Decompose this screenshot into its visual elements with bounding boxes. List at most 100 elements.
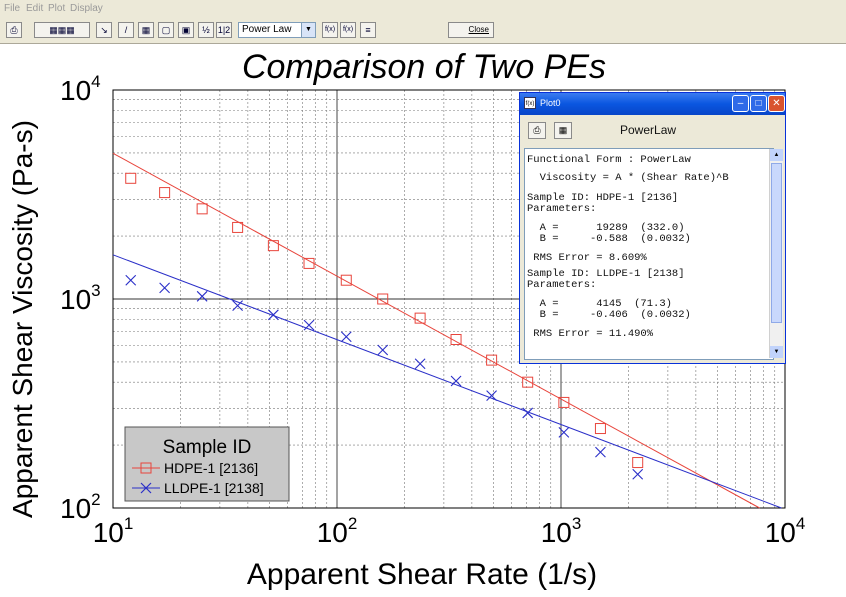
- y-tick-exponent: 3: [91, 281, 100, 300]
- list-icon[interactable]: ≡: [360, 22, 376, 38]
- data-point-lldpe: [450, 375, 462, 387]
- menu-edit[interactable]: Edit: [26, 3, 44, 14]
- result-line: Parameters:: [527, 203, 597, 215]
- result-line: Functional Form : PowerLaw: [527, 154, 691, 166]
- y-tick-label: 102: [60, 490, 101, 524]
- close-button[interactable]: Close: [448, 22, 494, 38]
- data-point-lldpe: [414, 358, 426, 370]
- fit-line-lldpe: [112, 254, 782, 509]
- line-tool-icon[interactable]: /: [118, 22, 134, 38]
- maximize-button[interactable]: □: [750, 95, 767, 112]
- curve-tool-icon[interactable]: ↘: [96, 22, 112, 38]
- data-point-lldpe: [340, 331, 352, 343]
- data-point-lldpe: [125, 274, 137, 286]
- data-point-hdpe: [594, 423, 606, 435]
- data-point-lldpe: [558, 427, 570, 438]
- fx-button[interactable]: f(x): [322, 22, 338, 38]
- popup-model-name: PowerLaw: [620, 123, 677, 137]
- x-tick-exponent: 2: [348, 514, 357, 533]
- x-tick-base: 10: [93, 517, 124, 548]
- print-icon[interactable]: ⎙: [6, 22, 22, 38]
- zoom-in-icon[interactable]: ▢: [158, 22, 174, 38]
- data-point-lldpe: [377, 344, 389, 356]
- x-tick-label: 103: [541, 514, 582, 548]
- legend-label-hdpe: HDPE-1 [2136]: [164, 460, 258, 476]
- popup-export-icon[interactable]: ▦: [554, 122, 572, 139]
- results-scrollbar[interactable]: ▲ ▼: [769, 149, 783, 358]
- data-point-lldpe: [522, 407, 534, 419]
- x-tick-exponent: 4: [796, 514, 805, 533]
- zoom-out-icon[interactable]: ▣: [178, 22, 194, 38]
- legend-marker-lldpe: [140, 482, 152, 494]
- legend-marker-hdpe: [140, 462, 152, 474]
- y-tick-exponent: 2: [91, 490, 100, 509]
- legend-label-lldpe: LLDPE-1 [2138]: [164, 480, 264, 496]
- data-point-lldpe: [196, 290, 208, 302]
- popup-title: Plot0: [540, 98, 561, 108]
- x-tick-exponent: 3: [572, 514, 581, 533]
- model-select[interactable]: Power Law ▼: [238, 22, 316, 38]
- x-tick-label: 104: [765, 514, 806, 548]
- legend-box: [124, 426, 290, 502]
- result-line: Sample ID: LLDPE-1 [2138]: [527, 268, 685, 280]
- data-point-hdpe: [232, 221, 244, 233]
- data-point-hdpe: [450, 334, 462, 346]
- y-tick-label: 103: [60, 281, 101, 315]
- scroll-thumb[interactable]: [771, 163, 782, 323]
- x-tick-base: 10: [317, 517, 348, 548]
- result-line: RMS Error = 8.609%: [527, 252, 647, 264]
- data-point-hdpe: [340, 274, 352, 286]
- data-points: [125, 172, 644, 480]
- fit-line-hdpe: [112, 152, 760, 509]
- result-line: B = -0.588 (0.0032): [527, 233, 691, 245]
- data-point-hdpe: [267, 240, 279, 252]
- result-line: Parameters:: [527, 279, 597, 291]
- grid-layout-icon[interactable]: ▦▦▦: [34, 22, 90, 38]
- data-point-hdpe: [632, 457, 644, 469]
- chart-title: Comparison of Two PEs: [242, 48, 606, 86]
- scroll-up-icon[interactable]: ▲: [770, 149, 783, 161]
- close-label: Close: [468, 25, 489, 34]
- one-two-button[interactable]: 1|2: [216, 22, 232, 38]
- data-point-hdpe: [522, 376, 534, 388]
- chart: Comparison of Two PEs Apparent Shear Rat…: [7, 48, 805, 591]
- x-tick-label: 102: [317, 514, 358, 548]
- model-select-value: Power Law: [242, 24, 292, 35]
- y-axis-label: Apparent Shear Viscosity (Pa-s): [7, 120, 38, 518]
- y-tick-label: 104: [60, 72, 101, 106]
- data-point-hdpe: [125, 172, 137, 184]
- result-line: Sample ID: HDPE-1 [2136]: [527, 192, 679, 204]
- x-tick-base: 10: [541, 517, 572, 548]
- data-point-hdpe: [159, 187, 171, 199]
- menu-display[interactable]: Display: [70, 3, 103, 14]
- menu-plot[interactable]: Plot: [48, 3, 66, 14]
- legend: Sample ID HDPE-1 [2136] LLDPE-1 [2138]: [124, 426, 290, 502]
- chevron-down-icon: ▼: [301, 23, 315, 37]
- grid-icon[interactable]: ▦: [138, 22, 154, 38]
- y-tick-base: 10: [60, 75, 91, 106]
- menu-file[interactable]: File: [4, 3, 21, 14]
- y-tick-exponent: 4: [91, 72, 100, 91]
- y-tick-base: 10: [60, 493, 91, 524]
- toolbar: ⎙ ▦▦▦ ↘ / ▦ ▢ ▣ ½ 1|2 Power Law ▼ f(x) f…: [0, 18, 846, 44]
- data-point-hdpe: [196, 203, 208, 215]
- close-window-button[interactable]: ✕: [768, 95, 785, 112]
- half-button[interactable]: ½: [198, 22, 214, 38]
- y-tick-base: 10: [60, 284, 91, 315]
- plot-popup-window: f(x) Plot0 – □ ✕ ⎙ ▦ PowerLaw Functional…: [519, 92, 786, 364]
- results-text-area[interactable]: Functional Form : PowerLaw Viscosity = A…: [524, 148, 774, 360]
- fx-icon: f(x): [524, 97, 536, 109]
- data-point-hdpe: [303, 257, 315, 269]
- minimize-button[interactable]: –: [732, 95, 749, 112]
- data-point-hdpe: [377, 293, 389, 305]
- scroll-down-icon[interactable]: ▼: [770, 346, 783, 358]
- data-point-lldpe: [303, 319, 315, 331]
- menu-bar: File Edit Plot Display: [0, 0, 846, 19]
- fit-lines: [112, 152, 782, 509]
- popup-print-icon[interactable]: ⎙: [528, 122, 546, 139]
- popup-titlebar[interactable]: f(x) Plot0 – □ ✕: [520, 93, 785, 115]
- fx2-button[interactable]: f(x): [340, 22, 356, 38]
- x-tick-label: 101: [93, 514, 134, 548]
- data-point-lldpe: [595, 446, 606, 458]
